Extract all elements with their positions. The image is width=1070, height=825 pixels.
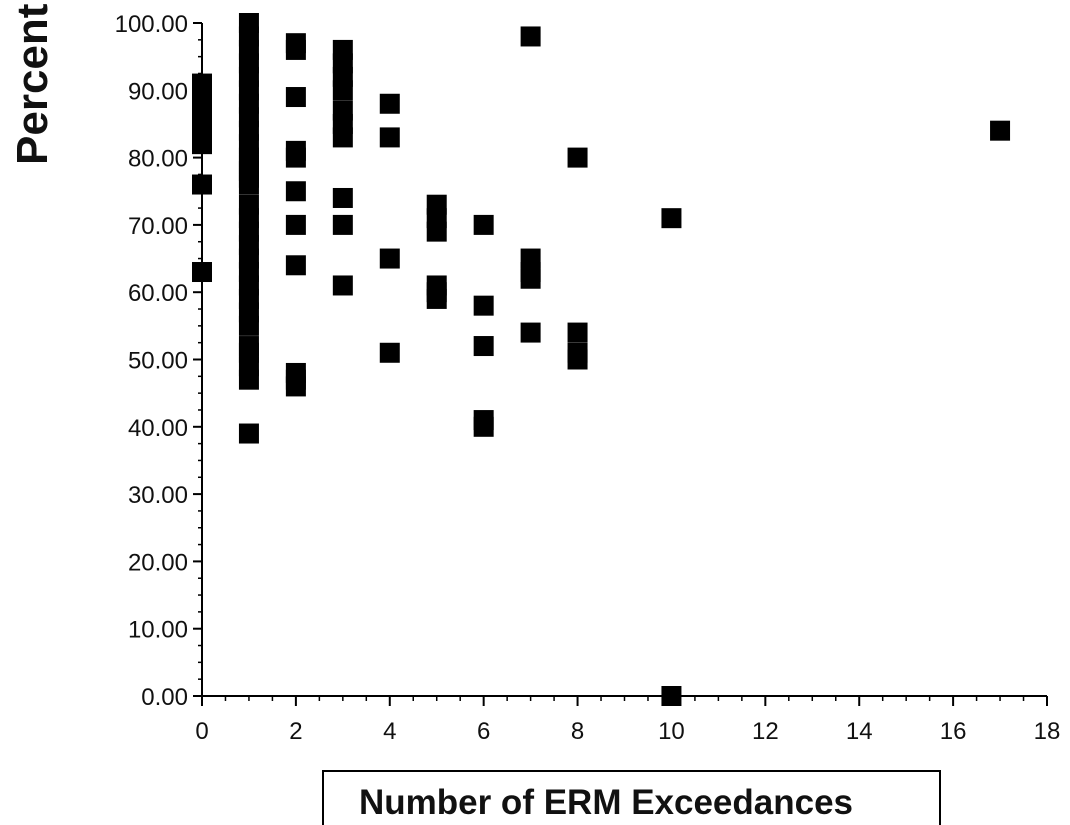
- x-tick-label: 6: [477, 718, 490, 745]
- data-point: [285, 39, 306, 60]
- data-point: [567, 322, 588, 343]
- data-point: [332, 214, 353, 235]
- data-point: [285, 181, 306, 202]
- y-tick-label: 40.00: [128, 415, 188, 442]
- data-point: [332, 275, 353, 296]
- y-tick-label: 90.00: [128, 78, 188, 105]
- x-axis-title-box: [322, 770, 941, 825]
- x-tick-label: 0: [195, 718, 208, 745]
- data-point: [332, 187, 353, 208]
- tick-labels: 0.00 10.00 20.00 30.00 40.00 50.00 60.00 70.00 8…: [115, 11, 1061, 745]
- data-point: [238, 336, 259, 357]
- ticks: [193, 22, 1048, 706]
- data-point: [426, 221, 447, 242]
- data-point: [379, 342, 400, 363]
- data-point: [285, 147, 306, 168]
- data-point: [567, 147, 588, 168]
- x-tick-label: 4: [383, 718, 396, 745]
- data-point: [332, 80, 353, 101]
- x-axis-title: Number of ERM Exceedances: [359, 783, 853, 822]
- x-tick-label: 14: [846, 718, 873, 745]
- data-point: [285, 87, 306, 108]
- data-point: [285, 214, 306, 235]
- data-point: [990, 120, 1011, 141]
- data-point: [238, 167, 259, 188]
- y-tick-label: 0.00: [141, 684, 188, 711]
- data-point: [379, 248, 400, 269]
- x-tick-label: 16: [940, 718, 967, 745]
- y-tick-label: 30.00: [128, 482, 188, 509]
- data-point: [332, 127, 353, 148]
- data-point: [426, 282, 447, 303]
- y-tick-label: 80.00: [128, 146, 188, 173]
- data-point: [285, 255, 306, 276]
- data-point: [661, 208, 682, 229]
- y-tick-label: 20.00: [128, 549, 188, 576]
- x-tick-label: 10: [658, 718, 685, 745]
- y-tick-label: 10.00: [128, 617, 188, 644]
- y-tick-label: 70.00: [128, 213, 188, 240]
- y-tick-label: 60.00: [128, 280, 188, 307]
- data-point: [473, 410, 494, 431]
- x-tick-label: 8: [571, 718, 584, 745]
- data-point: [285, 369, 306, 390]
- data-point: [520, 26, 541, 47]
- data-point: [238, 369, 259, 390]
- axes: [201, 23, 1047, 697]
- data-point: [379, 93, 400, 114]
- y-axis-title: Percent: [8, 3, 57, 165]
- data-point: [379, 127, 400, 148]
- data-point: [473, 295, 494, 316]
- data-point: [567, 342, 588, 363]
- data-points: [192, 13, 1011, 706]
- y-tick-label: 50.00: [128, 348, 188, 375]
- y-tick-label: 100.00: [115, 11, 188, 38]
- data-point: [520, 322, 541, 343]
- data-point: [473, 214, 494, 235]
- data-point: [238, 423, 259, 444]
- data-point: [473, 336, 494, 357]
- data-point: [238, 315, 259, 336]
- x-tick-label: 2: [289, 718, 302, 745]
- x-tick-label: 12: [752, 718, 779, 745]
- data-point: [520, 268, 541, 289]
- x-tick-label: 18: [1034, 718, 1061, 745]
